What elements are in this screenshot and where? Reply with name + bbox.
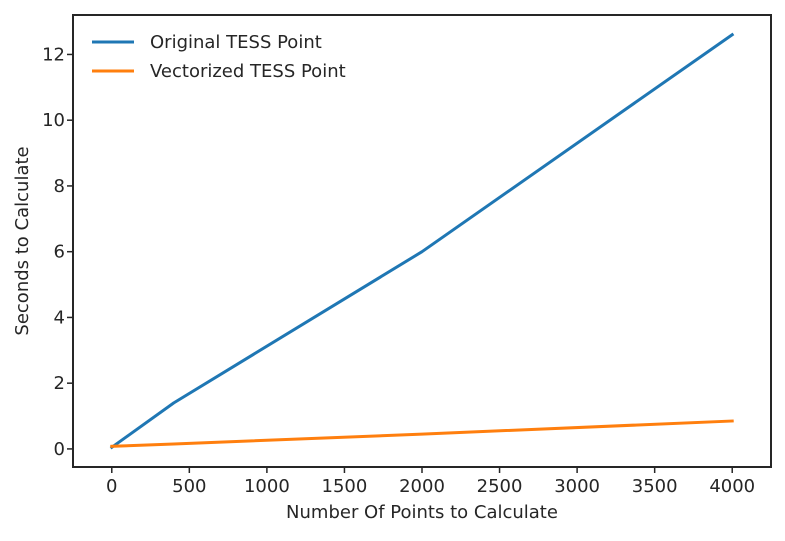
y-tick-label: 4 xyxy=(54,307,65,328)
y-tick-label: 6 xyxy=(54,242,65,263)
x-tick-label: 4000 xyxy=(709,476,755,497)
y-tick-label: 10 xyxy=(42,110,65,131)
legend: Original TESS Point Vectorized TESS Poin… xyxy=(92,32,346,82)
series-layer xyxy=(109,32,735,450)
x-tick-label: 2500 xyxy=(477,476,523,497)
x-axis-title: Number Of Points to Calculate xyxy=(286,502,558,523)
x-tick-label: 3000 xyxy=(554,476,600,497)
y-tick-label: 12 xyxy=(42,44,65,65)
x-tick-label: 2000 xyxy=(399,476,445,497)
x-tick-label: 0 xyxy=(106,476,117,497)
y-tick-label: 0 xyxy=(54,439,65,460)
x-tick-label: 1000 xyxy=(244,476,290,497)
series-line-vectorized xyxy=(110,419,734,448)
x-tick-label: 500 xyxy=(172,476,206,497)
legend-label-vectorized: Vectorized TESS Point xyxy=(150,61,346,82)
x-tick-label: 3500 xyxy=(632,476,678,497)
x-tick-label: 1500 xyxy=(322,476,368,497)
y-axis-title: Seconds to Calculate xyxy=(12,146,33,335)
series-line-original xyxy=(109,32,735,450)
legend-label-original: Original TESS Point xyxy=(150,32,322,53)
y-tick-label: 8 xyxy=(54,176,65,197)
y-tick-label: 2 xyxy=(54,373,65,394)
ticks-layer: 0 500 1000 1500 2000 2500 3000 3500 4000 0 2 4 6 8 10 1… xyxy=(42,44,755,497)
